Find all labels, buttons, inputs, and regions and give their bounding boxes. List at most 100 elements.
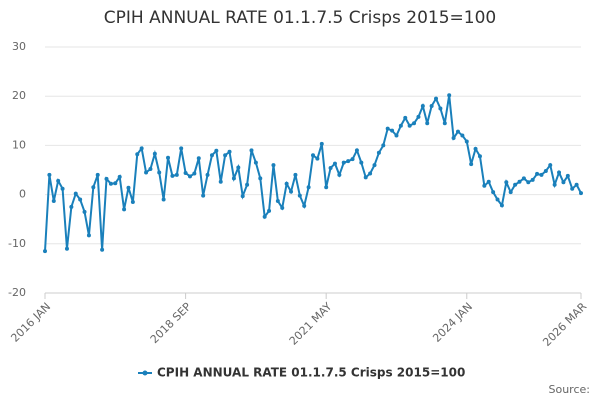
line: [44, 95, 582, 252]
point: [47, 172, 52, 177]
point: [258, 176, 263, 181]
source: Source:: [549, 383, 591, 396]
point: [262, 214, 267, 219]
point: [438, 106, 443, 111]
point: [275, 198, 280, 203]
point: [64, 246, 69, 251]
point: [187, 174, 192, 179]
point: [245, 182, 250, 187]
point: [412, 121, 417, 126]
x-tick-label: 2018 SEP: [148, 300, 194, 346]
point: [398, 123, 403, 128]
point: [231, 176, 236, 181]
point: [473, 146, 478, 151]
point: [218, 179, 223, 184]
point: [60, 186, 65, 191]
point: [271, 163, 276, 168]
point: [346, 159, 351, 164]
point: [425, 121, 430, 126]
y-tick-label: 10: [12, 138, 26, 151]
point: [543, 168, 548, 173]
point: [508, 190, 513, 195]
point: [166, 155, 171, 160]
legend-label: CPIH ANNUAL RATE 01.1.7.5 Crisps 2015=10…: [157, 366, 465, 380]
point: [267, 208, 272, 213]
point: [293, 172, 298, 177]
point: [455, 129, 460, 134]
point: [91, 185, 96, 190]
point: [403, 115, 408, 120]
point: [579, 191, 583, 196]
point: [214, 148, 219, 153]
point: [126, 185, 131, 190]
point: [196, 156, 201, 161]
point: [332, 161, 337, 166]
point: [460, 133, 465, 138]
point: [284, 181, 289, 186]
point: [297, 193, 302, 198]
point: [69, 204, 74, 209]
point: [73, 191, 78, 196]
point: [306, 185, 311, 190]
x-tick-label: 2026 MAR: [540, 300, 589, 349]
point: [350, 157, 355, 162]
point: [117, 174, 122, 179]
point: [302, 203, 307, 208]
point: [561, 180, 566, 185]
point: [539, 172, 544, 177]
point: [407, 123, 412, 128]
point: [557, 170, 562, 175]
point: [249, 148, 254, 153]
x-tick-label: 2024 JAN: [430, 300, 475, 345]
point: [236, 165, 241, 170]
point: [179, 146, 184, 151]
point: [394, 133, 399, 138]
point: [315, 156, 320, 161]
point: [434, 96, 439, 101]
point: [376, 150, 381, 155]
point: [104, 176, 109, 181]
point: [464, 139, 469, 144]
y-tick-label: -10: [8, 237, 26, 250]
point: [499, 203, 504, 208]
point: [253, 160, 258, 165]
point: [526, 180, 531, 185]
point: [504, 180, 509, 185]
point: [108, 181, 113, 186]
point: [416, 114, 421, 119]
point: [280, 205, 285, 210]
point: [535, 171, 540, 176]
point: [205, 172, 210, 177]
point: [442, 121, 447, 126]
point: [157, 170, 162, 175]
point: [381, 143, 386, 148]
point: [130, 199, 135, 204]
point: [447, 93, 452, 98]
point: [319, 141, 324, 146]
point: [95, 172, 100, 177]
point: [469, 162, 474, 167]
point: [86, 233, 91, 238]
legend-marker: [142, 370, 148, 376]
y-tick-label: 20: [12, 89, 26, 102]
point: [385, 126, 390, 131]
point: [223, 153, 228, 158]
point: [359, 160, 364, 165]
point: [161, 197, 166, 202]
point: [521, 176, 526, 181]
point: [152, 151, 157, 156]
point: [570, 186, 575, 191]
point: [139, 146, 144, 151]
point: [390, 128, 395, 133]
point: [328, 166, 333, 171]
point: [337, 172, 342, 177]
point: [477, 154, 482, 159]
point: [368, 171, 373, 176]
point: [113, 181, 118, 186]
point: [513, 182, 518, 187]
point: [486, 179, 491, 184]
y-tick-label: -20: [8, 286, 26, 299]
point: [324, 185, 329, 190]
point: [311, 153, 315, 158]
